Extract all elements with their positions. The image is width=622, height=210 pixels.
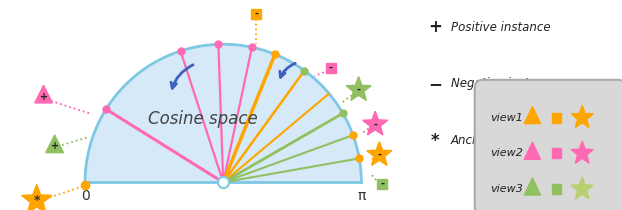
Polygon shape — [571, 141, 593, 163]
Text: view3: view3 — [491, 184, 524, 194]
Text: view1: view1 — [491, 113, 524, 123]
Text: *: * — [34, 194, 40, 207]
Text: *: * — [430, 132, 439, 150]
Bar — [377, 179, 387, 189]
Text: +: + — [40, 92, 48, 102]
Polygon shape — [46, 135, 63, 153]
Bar — [326, 63, 336, 73]
Text: 0: 0 — [81, 189, 90, 203]
Polygon shape — [22, 184, 52, 210]
Text: -: - — [254, 9, 258, 19]
Text: -: - — [329, 63, 333, 73]
Text: Positive instance: Positive instance — [451, 21, 550, 34]
Text: −: − — [428, 75, 442, 93]
Bar — [552, 184, 561, 194]
FancyBboxPatch shape — [475, 80, 622, 210]
Polygon shape — [346, 77, 371, 100]
Polygon shape — [571, 177, 593, 199]
Bar — [552, 148, 561, 158]
Text: -: - — [373, 119, 377, 129]
Text: -: - — [356, 85, 361, 95]
Text: -: - — [380, 179, 384, 189]
Text: +: + — [428, 18, 442, 36]
Text: -: - — [378, 150, 381, 160]
Text: view2: view2 — [491, 148, 524, 158]
Polygon shape — [524, 142, 541, 159]
Text: +: + — [50, 142, 58, 151]
Polygon shape — [35, 85, 52, 103]
Text: π: π — [357, 189, 366, 203]
Polygon shape — [85, 44, 361, 182]
Polygon shape — [367, 142, 392, 165]
Text: Anchor instance: Anchor instance — [451, 134, 546, 147]
Text: Negative instance: Negative instance — [451, 77, 557, 91]
Polygon shape — [524, 178, 541, 195]
Polygon shape — [571, 105, 593, 127]
Bar — [552, 113, 561, 123]
Polygon shape — [363, 111, 388, 135]
Bar — [251, 9, 261, 19]
Text: Cosine space: Cosine space — [147, 110, 258, 128]
Polygon shape — [524, 106, 541, 124]
